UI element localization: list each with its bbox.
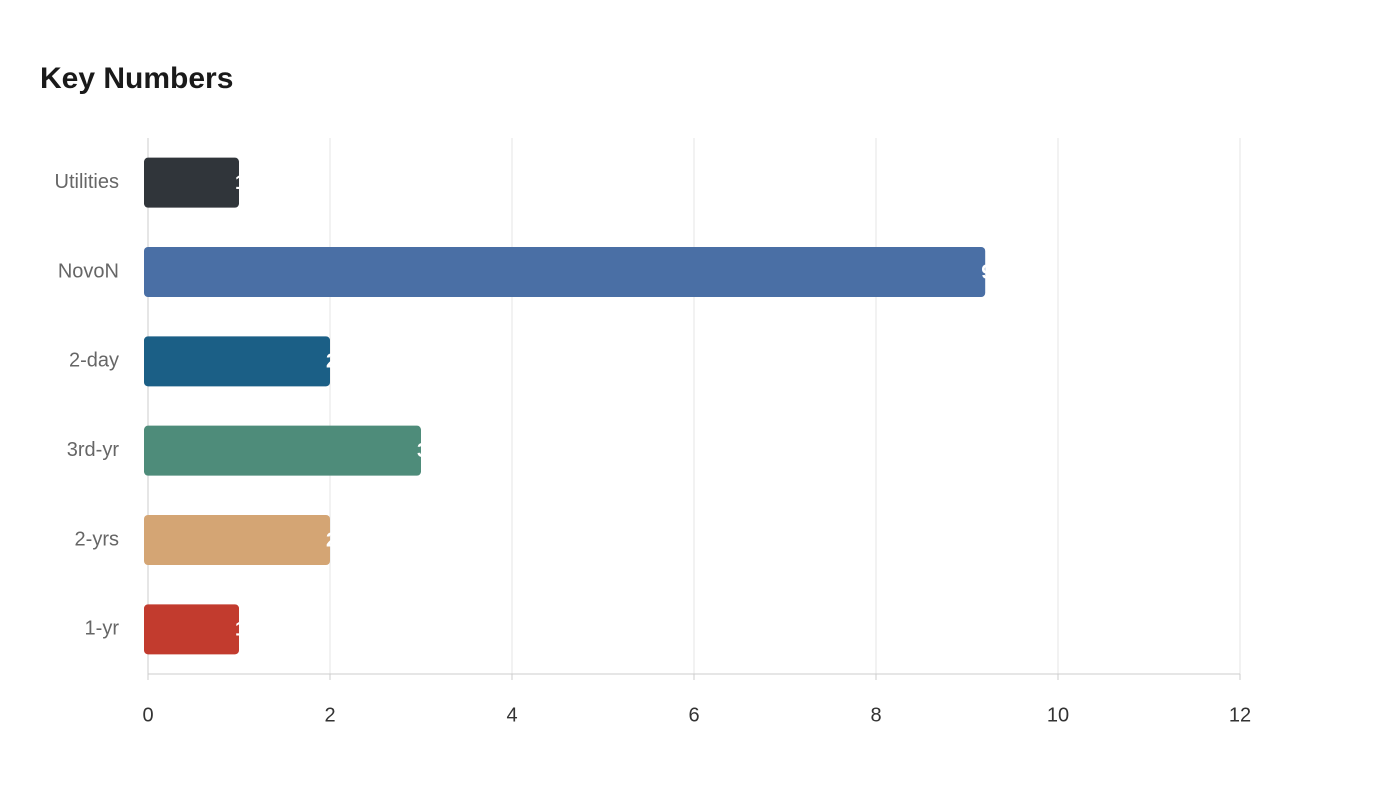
bar	[144, 425, 421, 476]
x-tick-label: 8	[870, 704, 881, 726]
bar	[144, 157, 239, 208]
x-tick-label: 4	[506, 704, 517, 726]
value-label: 9.2	[981, 261, 1009, 283]
bar	[144, 604, 239, 655]
value-label: 1	[235, 619, 246, 641]
bar	[144, 336, 330, 387]
y-tick-label: 2-day	[69, 350, 119, 372]
x-tick-label: 6	[688, 704, 699, 726]
y-tick-label: Utilities	[55, 171, 119, 193]
y-tick-label: 1-yr	[85, 618, 120, 640]
y-tick-label: 3rd-yr	[67, 439, 120, 461]
chart-title: Key Numbers	[40, 62, 233, 95]
y-tick-label: 2-yrs	[75, 528, 119, 550]
x-tick-label: 12	[1229, 704, 1251, 726]
value-label: 2	[326, 529, 337, 551]
bar	[144, 247, 986, 297]
x-tick-label: 0	[142, 704, 153, 726]
y-tick-label: NovoN	[58, 260, 119, 282]
bar	[144, 515, 330, 565]
value-label: 1	[235, 172, 246, 194]
x-tick-label: 10	[1047, 704, 1069, 726]
axis-cover	[142, 138, 148, 674]
x-tick-label: 2	[324, 704, 335, 726]
value-label: 2	[326, 351, 337, 373]
value-label: 3	[417, 440, 428, 462]
